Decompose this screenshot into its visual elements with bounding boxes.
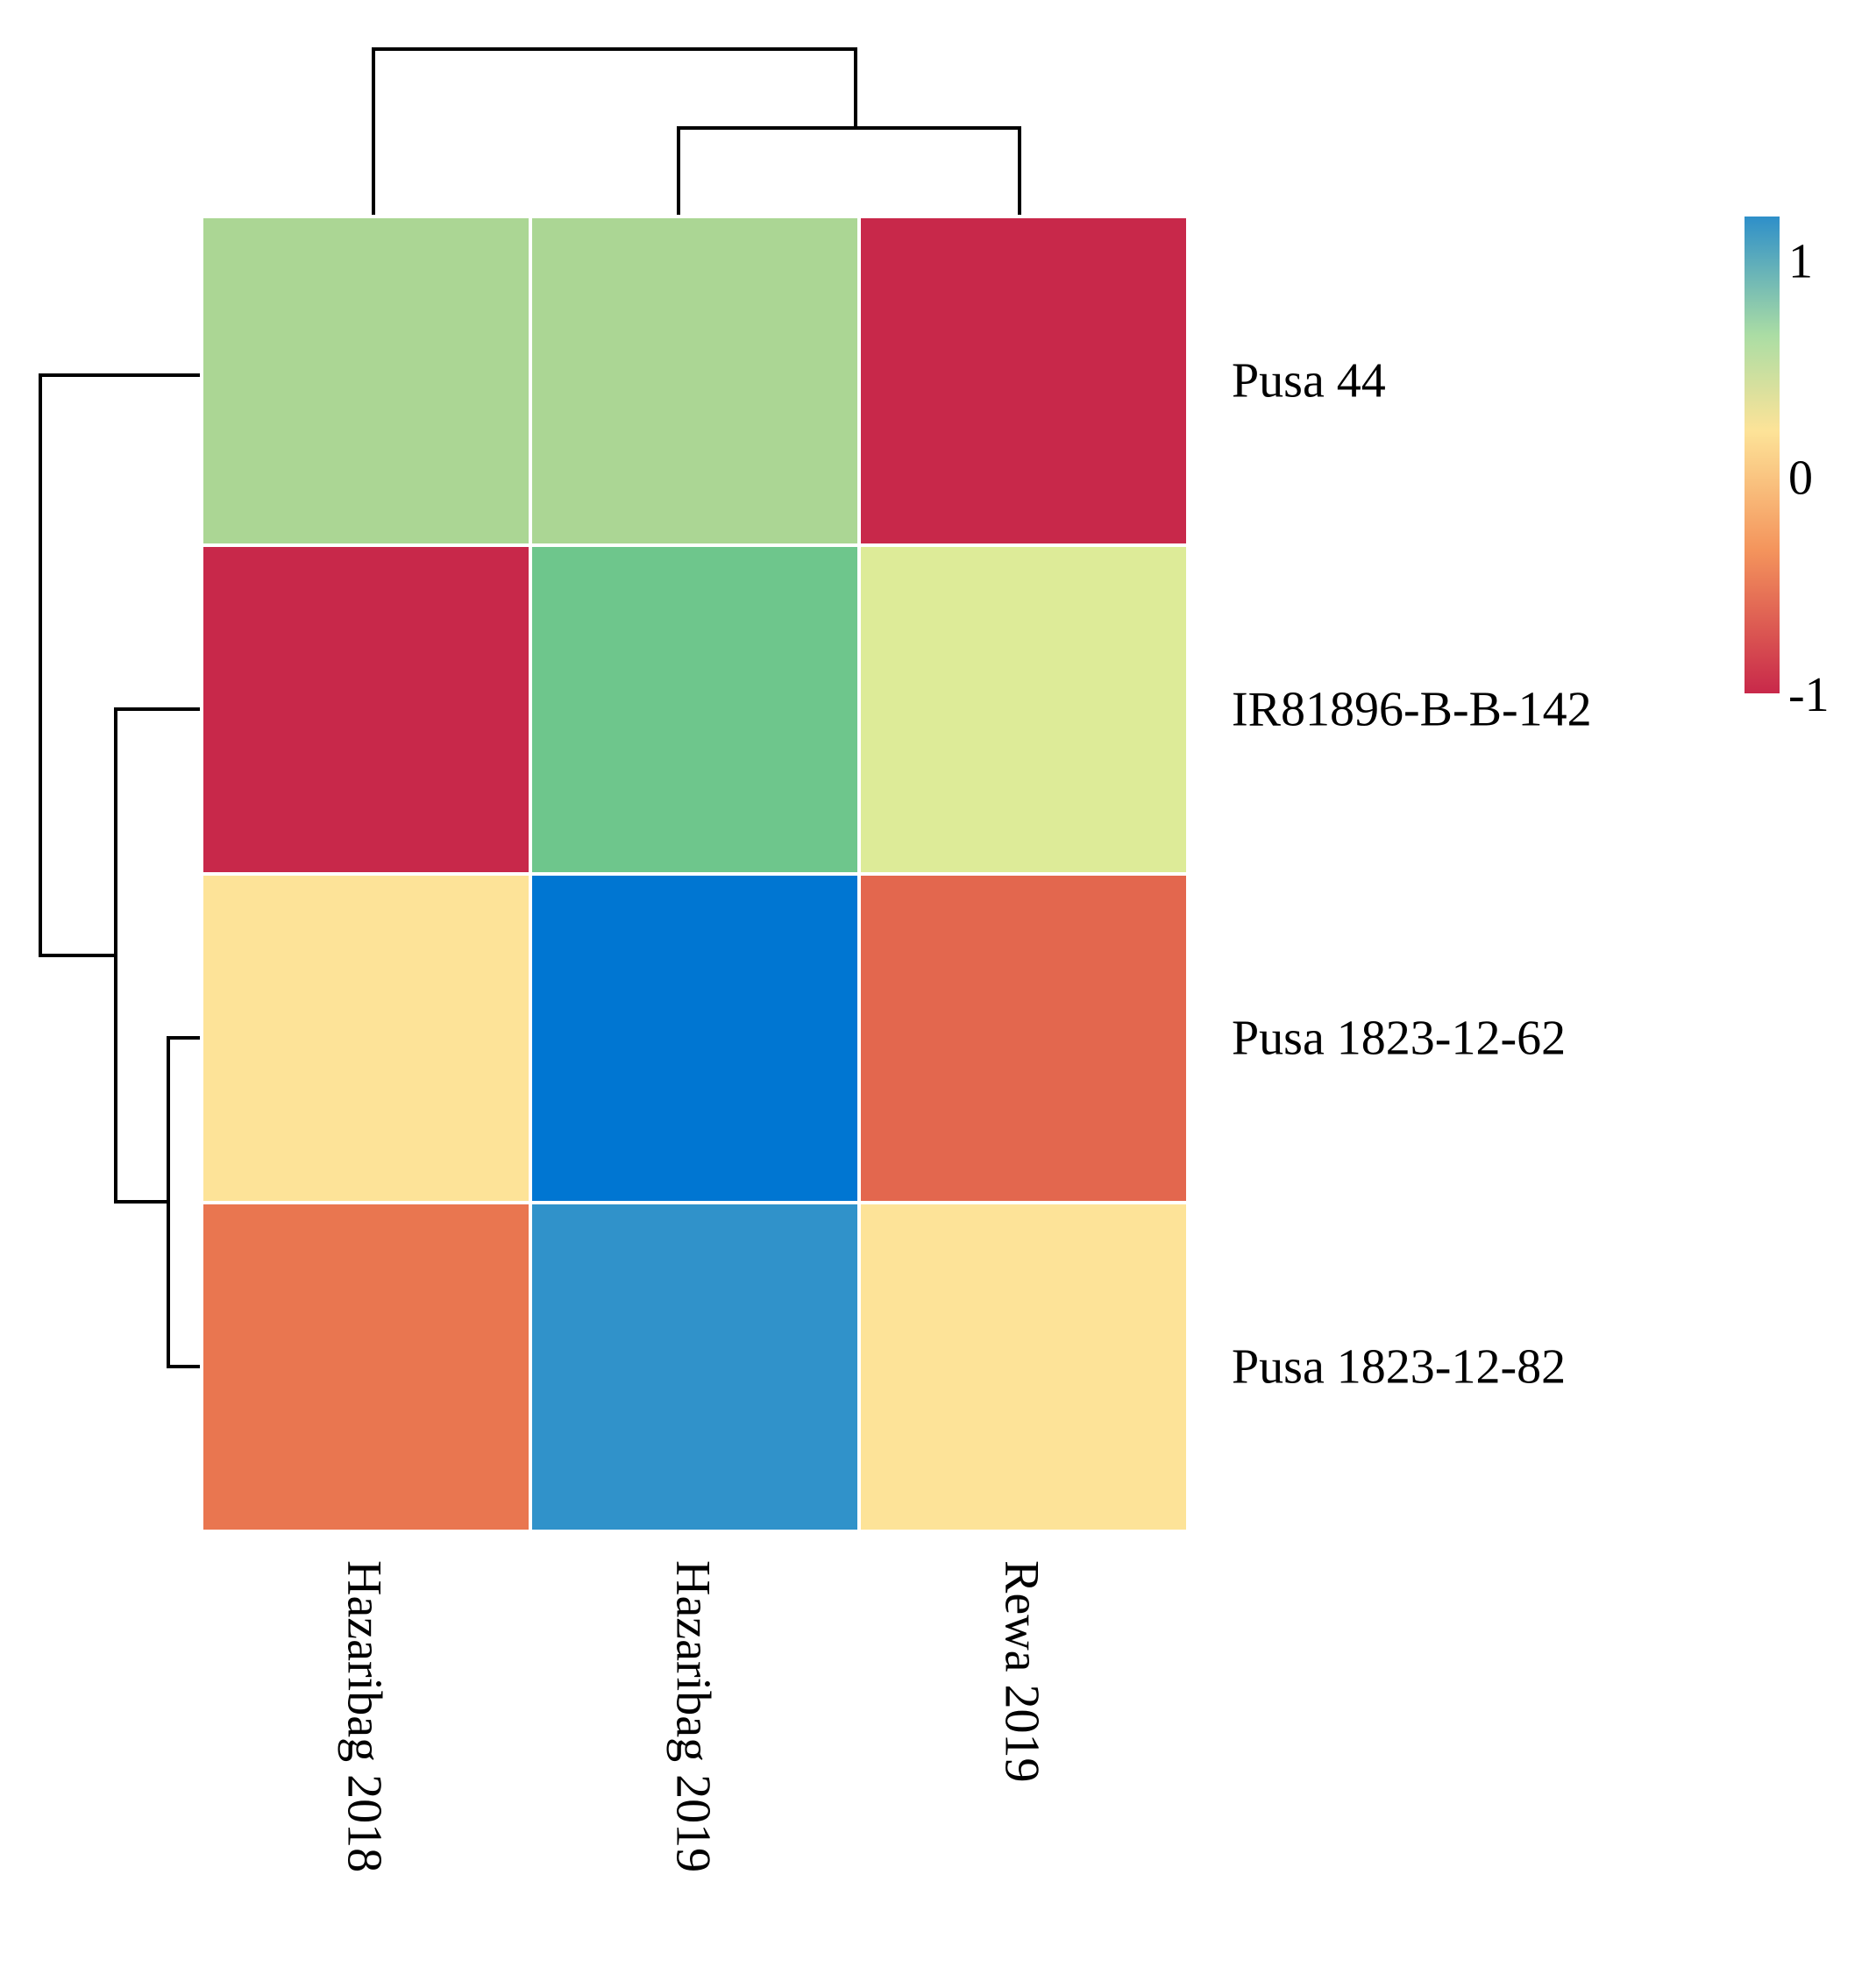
colorbar-gradient [1745, 217, 1780, 693]
dendrogram-branch [372, 47, 857, 217]
heatmap-cells [200, 215, 1190, 1533]
row-labels: Pusa 44 IR81896-B-B-142 Pusa 1823-12-62 Pus… [1232, 354, 1592, 1395]
heatmap-cell [529, 543, 861, 876]
heatmap-cell [529, 1201, 861, 1533]
heatmap-cell [857, 215, 1190, 547]
colorbar: 1 0 -1 [1745, 217, 1830, 722]
heatmap-cell [857, 1201, 1190, 1533]
row-label: Pusa 1823-12-62 [1232, 1012, 1566, 1066]
column-label: Rewa 2019 [995, 1560, 1049, 1783]
heatmap-cell [200, 215, 532, 547]
row-dendrogram [39, 373, 202, 1368]
heatmap-cell [529, 215, 861, 547]
dendrogram-branch [677, 126, 1021, 217]
column-dendrogram [372, 47, 1021, 217]
row-label: Pusa 44 [1232, 354, 1386, 408]
colorbar-tick-label: -1 [1788, 668, 1830, 722]
column-label: Hazaribag 2019 [666, 1560, 721, 1872]
colorbar-tick-label: 1 [1788, 234, 1813, 288]
heatmap-cell [857, 872, 1190, 1204]
colorbar-tick-label: 0 [1788, 451, 1813, 506]
heatmap-cell [200, 872, 532, 1204]
dendrogram-branch [114, 707, 202, 1204]
row-label: Pusa 1823-12-82 [1232, 1340, 1566, 1395]
heatmap-cell [529, 872, 861, 1204]
column-label: Hazaribag 2018 [338, 1560, 392, 1872]
heatmap-cell [200, 1201, 532, 1533]
heatmap-cell [857, 543, 1190, 876]
dendrogram-branch [39, 373, 202, 957]
column-labels: Hazaribag 2018 Hazaribag 2019 Rewa 2019 [338, 1560, 1049, 1872]
heatmap-cell [200, 543, 532, 876]
dendrogram-branch [167, 1036, 202, 1368]
row-label: IR81896-B-B-142 [1232, 683, 1592, 737]
